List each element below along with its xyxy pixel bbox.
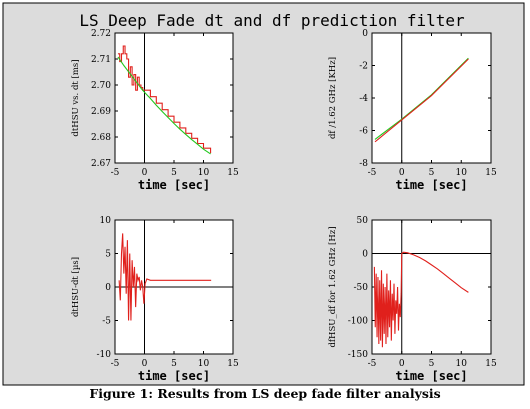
x-tick-label: 15 — [485, 168, 497, 178]
x-tick-label: 5 — [171, 359, 177, 369]
y-tick-label: -8 — [359, 159, 368, 169]
x-axis-label: time [sec] — [395, 369, 467, 383]
x-axis-label: time [sec] — [395, 178, 467, 192]
y-axis-label: dtHSU vs. dt [ms] — [71, 59, 81, 136]
series-line-2 — [374, 58, 469, 143]
y-tick-label: 2.72 — [91, 29, 111, 39]
subplot-top-left: -5 0 5 10 15 2.67 2.68 2.69 2.70 2.71 2.72 time [se… — [71, 29, 239, 192]
y-tick-label: 2.71 — [91, 55, 111, 65]
y-tick-label: 5 — [105, 250, 111, 260]
x-tick-label: 5 — [429, 168, 435, 178]
y-tick-label: -150 — [348, 350, 368, 360]
x-tick-label: 10 — [198, 359, 210, 369]
series-line-1 — [118, 233, 212, 321]
x-tick-label: -5 — [368, 168, 377, 178]
x-tick-label: 15 — [485, 359, 497, 369]
x-axis-label: time [sec] — [138, 369, 210, 383]
y-tick-label: -2 — [359, 62, 368, 72]
x-tick-label: -5 — [368, 359, 377, 369]
x-tick-label: -5 — [111, 359, 120, 369]
x-tick-label: 5 — [171, 168, 177, 178]
y-axis-label: df /1.62 GHz [KHz] — [328, 57, 338, 139]
y-axis-label: dfHSU_df for 1.62 GHz [Hz] — [328, 226, 338, 347]
y-tick-label: -100 — [348, 317, 368, 327]
x-tick-label: 0 — [399, 168, 405, 178]
plot-area — [114, 32, 234, 164]
series-line-2 — [117, 56, 211, 155]
y-tick-label: 0 — [362, 250, 368, 260]
series-line-1 — [117, 45, 212, 154]
y-tick-label: -4 — [359, 94, 368, 104]
series-line-1 — [373, 251, 469, 348]
x-tick-label: 10 — [456, 359, 468, 369]
figure-title: LS Deep Fade dt and df prediction filter — [79, 11, 465, 30]
y-tick-label: 2.70 — [91, 81, 111, 91]
y-tick-label: 2.69 — [91, 107, 111, 117]
x-tick-label: 0 — [142, 168, 148, 178]
x-tick-label: 10 — [198, 168, 210, 178]
x-tick-label: 5 — [429, 359, 435, 369]
x-tick-label: -5 — [111, 168, 120, 178]
y-tick-label: 50 — [357, 216, 369, 226]
figure-caption: Figure 1: Results from LS deep fade filt… — [89, 386, 441, 401]
y-tick-label: -50 — [354, 283, 369, 293]
y-tick-label: -10 — [97, 350, 112, 360]
y-tick-label: 10 — [100, 216, 112, 226]
x-tick-label: 15 — [227, 168, 239, 178]
x-tick-label: 0 — [399, 359, 405, 369]
y-axis-label: dtHSU-dt [µs] — [71, 257, 81, 317]
x-axis-label: time [sec] — [138, 178, 210, 192]
y-tick-label: 0 — [362, 29, 368, 39]
y-tick-label: 0 — [105, 283, 111, 293]
plot-area — [371, 32, 492, 164]
series-line-1 — [374, 57, 469, 140]
y-tick-label: -5 — [102, 317, 111, 327]
y-tick-label: 2.67 — [91, 159, 111, 169]
x-tick-label: 0 — [142, 359, 148, 369]
y-tick-label: -6 — [359, 127, 368, 137]
x-tick-label: 10 — [456, 168, 468, 178]
y-tick-label: 2.68 — [91, 133, 111, 143]
x-tick-label: 15 — [227, 359, 239, 369]
